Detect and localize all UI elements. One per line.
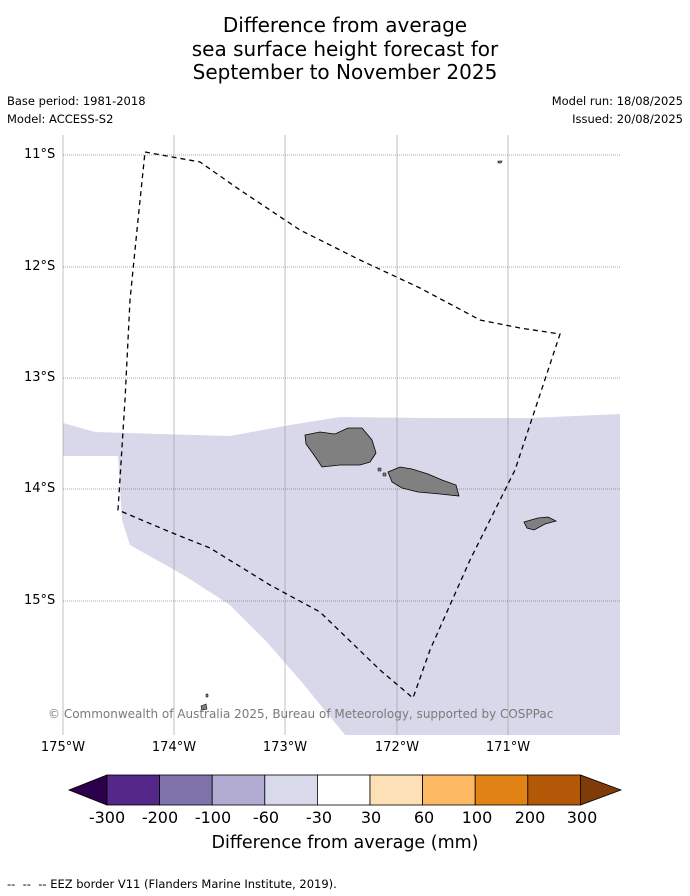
lon-label-175: 175°W bbox=[40, 740, 86, 755]
lat-label-14: 14°S bbox=[24, 481, 56, 496]
cb-label: -60 bbox=[252, 808, 280, 827]
title-line-3: September to November 2025 bbox=[192, 60, 498, 84]
colorbar-segment bbox=[422, 774, 476, 806]
manono-islet bbox=[382, 472, 387, 477]
colorbar-segment bbox=[369, 774, 423, 806]
map-title: Difference from average sea surface heig… bbox=[0, 13, 690, 85]
cb-label: -30 bbox=[305, 808, 333, 827]
dashed-line-icon: -- -- -- bbox=[7, 877, 51, 891]
cb-label: 100 bbox=[461, 808, 493, 827]
lon-label-172: 172°W bbox=[374, 740, 420, 755]
colorbar-max-extension bbox=[580, 774, 623, 806]
title-line-2: sea surface height forecast for bbox=[191, 36, 499, 61]
lon-label-171: 171°W bbox=[485, 740, 531, 755]
lat-lines bbox=[63, 154, 620, 602]
lat-label-12: 12°S bbox=[24, 259, 56, 274]
title-line-1: Difference from average bbox=[222, 13, 468, 37]
lat-label-15: 15°S bbox=[24, 593, 56, 608]
colorbar-segment bbox=[474, 774, 529, 806]
lon-label-174: 174°W bbox=[151, 740, 197, 755]
eez-border bbox=[117, 151, 561, 700]
lon-label-173: 173°W bbox=[262, 740, 308, 755]
cb-label: 30 bbox=[360, 808, 382, 827]
eez-legend: -- -- -- EEZ border V11 (Flanders Marine… bbox=[7, 877, 337, 891]
cb-label: -300 bbox=[88, 808, 126, 827]
colorbar-min-extension bbox=[67, 774, 108, 806]
base-period: Base period: 1981-2018 bbox=[7, 94, 146, 108]
graticule bbox=[62, 135, 509, 735]
meta-right: Model run: 18/08/2025 Issued: 20/08/2025 bbox=[552, 94, 683, 130]
cb-label: 60 bbox=[413, 808, 435, 827]
colorbar-segment bbox=[316, 774, 371, 806]
savaii-island bbox=[304, 427, 377, 468]
model-name: Model: ACCESS-S2 bbox=[7, 112, 114, 126]
upolu-island bbox=[387, 466, 460, 497]
cb-label: -100 bbox=[194, 808, 232, 827]
lat-label-11: 11°S bbox=[24, 147, 56, 162]
lat-label-13: 13°S bbox=[24, 370, 56, 385]
colorbar-segment bbox=[527, 774, 581, 806]
colorbar-segment bbox=[211, 774, 266, 806]
cb-label: 300 bbox=[566, 808, 598, 827]
swains-island bbox=[497, 160, 503, 164]
eez-legend-text: EEZ border V11 (Flanders Marine Institut… bbox=[50, 877, 337, 891]
colorbar-segment bbox=[159, 774, 213, 806]
islet-small bbox=[205, 693, 209, 698]
colorbar bbox=[67, 774, 623, 806]
issued-date: Issued: 20/08/2025 bbox=[572, 112, 683, 126]
uvea-island bbox=[200, 703, 208, 711]
cb-label: 200 bbox=[514, 808, 546, 827]
meta-left: Base period: 1981-2018 Model: ACCESS-S2 bbox=[7, 94, 146, 130]
tutuila-island bbox=[523, 516, 558, 531]
copyright-text: © Commonwealth of Australia 2025, Bureau… bbox=[48, 707, 554, 721]
cb-label: -200 bbox=[141, 808, 179, 827]
forecast-shading bbox=[63, 414, 620, 735]
model-run: Model run: 18/08/2025 bbox=[551, 94, 683, 108]
colorbar-title: Difference from average (mm) bbox=[211, 833, 479, 853]
apolima-islet bbox=[377, 467, 382, 472]
colorbar-segment bbox=[264, 774, 318, 806]
colorbar-segment bbox=[106, 774, 160, 806]
